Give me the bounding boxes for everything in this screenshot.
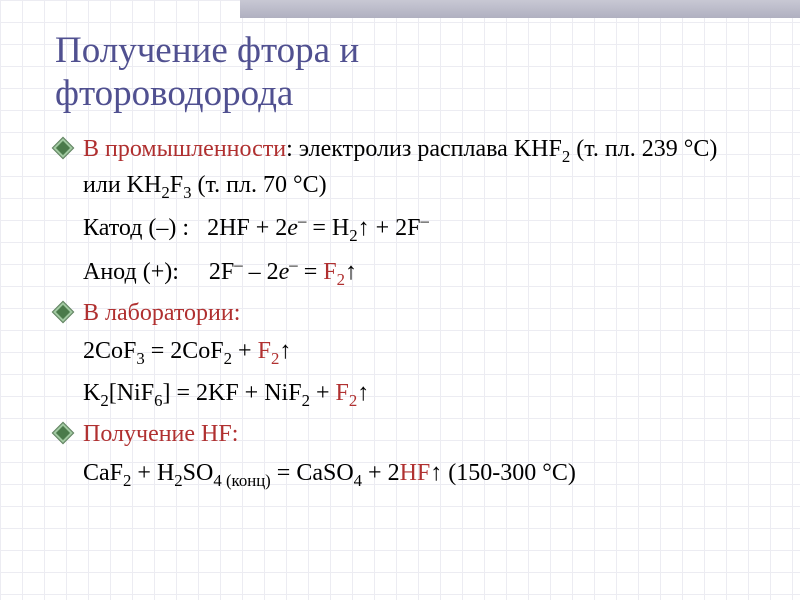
lab-eq2-text: K2[NiF6] = 2KF + NiF2 + F2 bbox=[83, 377, 760, 412]
lab-eq1: 2CoF3 = 2CoF2 + F2 bbox=[55, 335, 760, 370]
cathode-line: Катод (–) : 2HF + 2e– = H2 + 2F– bbox=[55, 210, 760, 247]
slide-content: Получение фтора и фтороводорода В промыш… bbox=[0, 0, 800, 518]
lab-heading: В лаборатории: bbox=[55, 297, 760, 329]
title-line-1: Получение фтора и bbox=[55, 30, 359, 71]
industry-text: В промышленности: электролиз расплава KH… bbox=[83, 133, 760, 204]
diamond-bullet-icon bbox=[55, 133, 83, 156]
cathode-equation: Катод (–) : 2HF + 2e– = H2 + 2F– bbox=[83, 210, 760, 247]
hf-eq-text: CaF2 + H2SO4 (конц) = CaSO4 + 2HF (150-3… bbox=[83, 457, 760, 492]
page-title: Получение фтора и фтороводорода bbox=[55, 30, 760, 115]
industry-label: В промышленности bbox=[83, 136, 286, 162]
hf-eq: CaF2 + H2SO4 (конц) = CaSO4 + 2HF (150-3… bbox=[55, 457, 760, 492]
anode-equation: Анод (+): 2F– – 2e– = F2 bbox=[83, 254, 760, 291]
industry-heading: В промышленности: электролиз расплава KH… bbox=[55, 133, 760, 204]
hf-heading: Получение HF: bbox=[55, 418, 760, 450]
diamond-bullet-icon bbox=[55, 418, 83, 441]
title-line-2: фтороводорода bbox=[55, 73, 293, 114]
lab-label: В лаборатории: bbox=[83, 300, 240, 326]
hf-text: Получение HF: bbox=[83, 418, 760, 450]
anode-line: Анод (+): 2F– – 2e– = F2 bbox=[55, 254, 760, 291]
diamond-bullet-icon bbox=[55, 297, 83, 320]
lab-text: В лаборатории: bbox=[83, 297, 760, 329]
lab-eq2: K2[NiF6] = 2KF + NiF2 + F2 bbox=[55, 377, 760, 412]
hf-label: Получение HF: bbox=[83, 421, 238, 447]
lab-eq1-text: 2CoF3 = 2CoF2 + F2 bbox=[83, 335, 760, 370]
